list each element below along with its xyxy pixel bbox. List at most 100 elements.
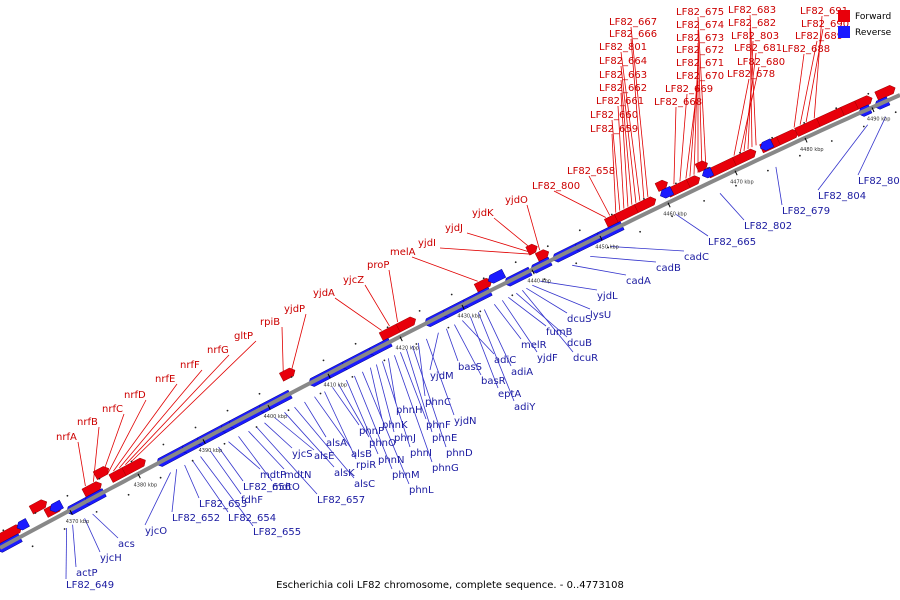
reverse-gene-label: phnN: [378, 455, 405, 466]
leader-line: [388, 358, 397, 405]
reverse-gene-label: alsK: [334, 468, 355, 479]
forward-gene-label: yjdP: [284, 304, 305, 315]
forward-gene-label: LF82_659: [590, 124, 638, 135]
leader-line: [508, 296, 547, 327]
forward-gene: [278, 367, 296, 382]
reverse-gene-label: phnL: [409, 485, 434, 496]
leader-line: [521, 289, 574, 353]
scale-tick-label: 4450 kbp: [595, 245, 619, 251]
forward-gene: [525, 243, 538, 256]
reverse-gene-label: phnJ: [394, 433, 416, 444]
leader-line: [264, 422, 293, 449]
reverse-gene-label: rpiR: [356, 460, 376, 471]
reverse-gene-label: melR: [521, 340, 547, 351]
leader-line: [289, 313, 307, 379]
minor-tick: [415, 343, 418, 345]
reverse-gene-label: cadB: [656, 263, 681, 274]
reverse-gene-label: phnP: [359, 426, 384, 437]
scale-ticks: 4370 kbp 4380 kbp 4390 kbp 4400 kbp 4410 kbp…: [2, 92, 897, 548]
reverse-gene-label: yjcO: [145, 526, 167, 537]
forward-gene-label: LF82_691: [800, 6, 848, 17]
reverse-gene: [16, 518, 30, 531]
forward-gene-label: LF82_662: [599, 83, 647, 94]
label-leader-lines: [65, 14, 887, 580]
scale-tick: [871, 107, 875, 113]
reverse-gene-label: mdtN: [284, 470, 312, 481]
minor-tick: [639, 230, 641, 233]
leader-line: [412, 345, 447, 448]
forward-gene-label: melA: [390, 247, 416, 258]
leader-line: [620, 92, 629, 207]
reverse-gene-label: LF82_655: [253, 527, 301, 538]
leader-line: [749, 27, 753, 148]
reverse-gene-label: adiC: [494, 355, 516, 366]
forward-gene-label: LF82_803: [731, 31, 779, 42]
reverse-gene-label: LF82_679: [782, 206, 830, 217]
minor-tick: [514, 261, 517, 264]
forward-gene-label: yjdI: [418, 238, 436, 249]
leader-line: [805, 28, 824, 123]
leader-line: [388, 269, 398, 323]
minor-tick: [258, 392, 261, 395]
scale-tick-label: 4370 kbp: [66, 519, 90, 525]
minor-tick: [862, 125, 865, 128]
leader-line: [346, 379, 379, 455]
minor-tick: [675, 182, 677, 185]
forward-gene-label: nrfF: [180, 360, 200, 371]
legend-forward-swatch: [838, 10, 850, 22]
reverse-gene-label: phnK: [382, 420, 408, 431]
forward-gene-label: LF82_683: [728, 5, 776, 16]
scale-tick: [804, 137, 808, 143]
leader-line: [338, 383, 370, 438]
minor-tick: [319, 392, 322, 395]
leader-line: [394, 355, 433, 463]
leader-line: [256, 426, 318, 495]
leader-line: [620, 51, 641, 201]
leader-line: [248, 430, 285, 470]
reverse-gene-label: LF82_657: [317, 495, 365, 506]
minor-tick: [386, 326, 389, 329]
scale-tick: [531, 269, 535, 275]
scale-tick: [667, 202, 671, 208]
minor-tick: [95, 511, 98, 513]
reverse-gene-label: phnM: [392, 470, 420, 481]
reverse-gene-label: phnD: [446, 448, 473, 459]
minor-tick: [255, 426, 258, 428]
minor-tick: [894, 111, 897, 114]
leader-line: [332, 387, 360, 426]
leader-line: [218, 446, 244, 482]
minor-tick: [803, 122, 805, 124]
leader-line: [446, 328, 459, 362]
forward-gene-label: LF82_801: [599, 42, 647, 53]
forward-gene-label: nrfC: [102, 404, 123, 415]
scale-tick: [137, 473, 141, 479]
leader-line: [376, 364, 395, 433]
leader-line: [590, 256, 657, 263]
scale-tick: [734, 170, 738, 176]
reverse-gene-label: fdhF: [241, 495, 263, 506]
scale-tick: [69, 510, 73, 515]
minor-tick: [799, 154, 801, 157]
forward-gene-label: LF82_800: [532, 181, 580, 192]
forward-gene-label: LF82_675: [676, 7, 724, 18]
leader-line: [284, 412, 335, 468]
minor-tick: [450, 293, 453, 296]
reverse-gene-label: LF82_805: [858, 176, 900, 187]
forward-gene-label: yjdK: [472, 208, 494, 219]
reverse-gene-label: alsA: [326, 438, 347, 449]
leader-line: [697, 16, 707, 170]
scale-tick: [599, 235, 603, 241]
leader-line: [382, 361, 411, 448]
reverse-gene-label: yjdL: [597, 291, 618, 302]
reverse-gene-label: basR: [481, 376, 506, 387]
reverse-gene-label: yjcS: [292, 449, 313, 460]
forward-gene-label: LF82_690: [801, 19, 849, 30]
leader-line: [775, 166, 783, 206]
leader-line: [477, 312, 515, 402]
leader-line: [304, 401, 327, 438]
reverse-gene-label: yjdN: [454, 416, 477, 427]
leader-line: [171, 469, 177, 513]
reverse-gene: [487, 268, 507, 284]
